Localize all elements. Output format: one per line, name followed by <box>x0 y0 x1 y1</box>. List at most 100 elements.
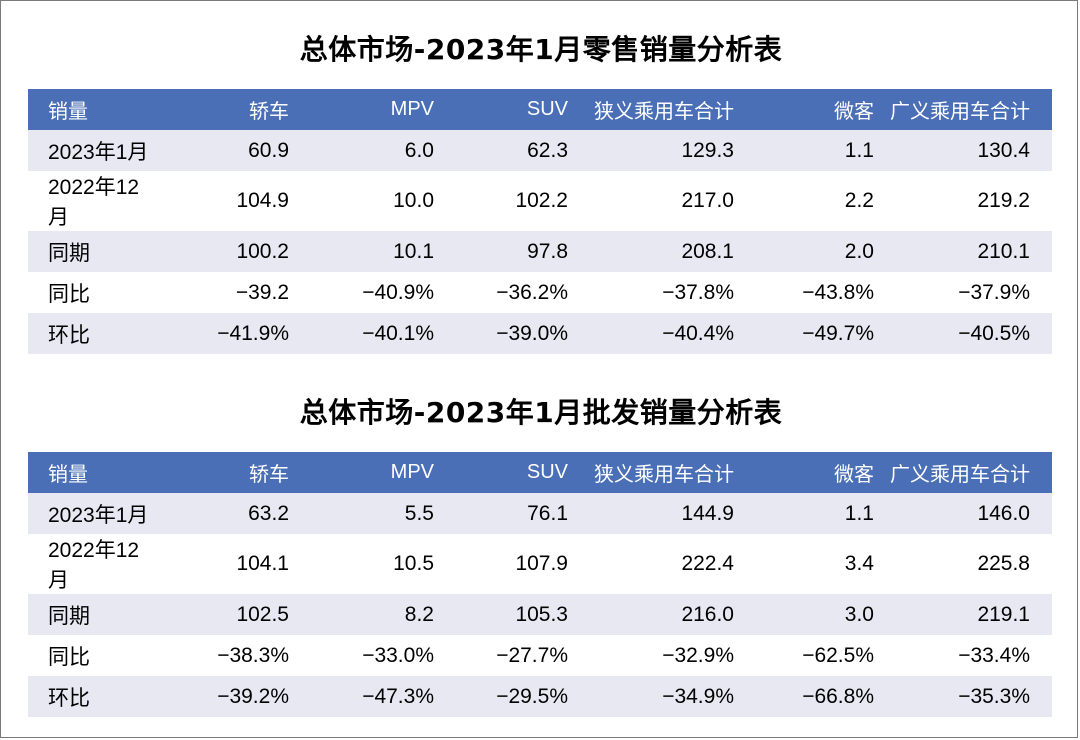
table-cell: 210.1 <box>876 231 1052 272</box>
table-cell: −62.5% <box>736 635 876 676</box>
table-cell: 5.5 <box>293 493 438 534</box>
table-cell: 217.0 <box>568 171 736 231</box>
row-label: 2022年12月 <box>28 171 153 231</box>
table-cell: −49.7% <box>736 313 876 354</box>
table-cell: 100.2 <box>153 231 293 272</box>
row-label: 同比 <box>28 272 153 313</box>
table-cell: −38.3% <box>153 635 293 676</box>
col-header-sedan: 轿车 <box>153 452 293 493</box>
row-label: 2022年12月 <box>28 534 153 594</box>
table-cell: 63.2 <box>153 493 293 534</box>
wholesale-sales-table: 销量 轿车 MPV SUV 狭义乘用车合计 微客 广义乘用车合计 2023年1月… <box>28 452 1052 717</box>
table-row: 同期 100.2 10.1 97.8 208.1 2.0 210.1 <box>28 231 1052 272</box>
table-cell: 129.3 <box>568 130 736 171</box>
row-label: 同期 <box>28 231 153 272</box>
table-cell: 104.9 <box>153 171 293 231</box>
table-cell: 62.3 <box>438 130 568 171</box>
table-cell: −37.9% <box>876 272 1052 313</box>
table-cell: 97.8 <box>438 231 568 272</box>
col-header-sedan: 轿车 <box>153 89 293 130</box>
table-cell: 104.1 <box>153 534 293 594</box>
table-cell: −40.9% <box>293 272 438 313</box>
table-cell: 219.1 <box>876 594 1052 635</box>
table-cell: −32.9% <box>568 635 736 676</box>
table-cell: 2.0 <box>736 231 876 272</box>
table-cell: −66.8% <box>736 676 876 717</box>
table-cell: 3.0 <box>736 594 876 635</box>
table-row: 2022年12月 104.1 10.5 107.9 222.4 3.4 225.… <box>28 534 1052 594</box>
table-cell: −43.8% <box>736 272 876 313</box>
table-cell: −27.7% <box>438 635 568 676</box>
table-cell: 225.8 <box>876 534 1052 594</box>
row-label: 同期 <box>28 594 153 635</box>
table-cell: −39.2 <box>153 272 293 313</box>
table-row: 同比 −39.2 −40.9% −36.2% −37.8% −43.8% −37… <box>28 272 1052 313</box>
table-cell: 222.4 <box>568 534 736 594</box>
table-cell: 6.0 <box>293 130 438 171</box>
table-cell: 1.1 <box>736 493 876 534</box>
col-header-suv: SUV <box>438 89 568 130</box>
table-header-row: 销量 轿车 MPV SUV 狭义乘用车合计 微客 广义乘用车合计 <box>28 452 1052 493</box>
table-row: 环比 −41.9% −40.1% −39.0% −40.4% −49.7% −4… <box>28 313 1052 354</box>
table-cell: −40.4% <box>568 313 736 354</box>
table-row: 2022年12月 104.9 10.0 102.2 217.0 2.2 219.… <box>28 171 1052 231</box>
table-cell: −41.9% <box>153 313 293 354</box>
table-cell: 216.0 <box>568 594 736 635</box>
col-header-mpv: MPV <box>293 89 438 130</box>
table-cell: 102.5 <box>153 594 293 635</box>
table-cell: −29.5% <box>438 676 568 717</box>
table-cell: 8.2 <box>293 594 438 635</box>
table-cell: 10.5 <box>293 534 438 594</box>
table-cell: −35.3% <box>876 676 1052 717</box>
col-header-minivan: 微客 <box>736 89 876 130</box>
col-header-narrow-total: 狭义乘用车合计 <box>568 452 736 493</box>
table-header-row: 销量 轿车 MPV SUV 狭义乘用车合计 微客 广义乘用车合计 <box>28 89 1052 130</box>
table-cell: −39.0% <box>438 313 568 354</box>
row-label: 环比 <box>28 676 153 717</box>
table-cell: −37.8% <box>568 272 736 313</box>
table-cell: −36.2% <box>438 272 568 313</box>
table-cell: 76.1 <box>438 493 568 534</box>
table-cell: 3.4 <box>736 534 876 594</box>
table-cell: 208.1 <box>568 231 736 272</box>
row-label: 同比 <box>28 635 153 676</box>
table-cell: 105.3 <box>438 594 568 635</box>
col-header-minivan: 微客 <box>736 452 876 493</box>
table-row: 同比 −38.3% −33.0% −27.7% −32.9% −62.5% −3… <box>28 635 1052 676</box>
table-cell: 60.9 <box>153 130 293 171</box>
col-header-sales: 销量 <box>28 89 153 130</box>
table-cell: −40.5% <box>876 313 1052 354</box>
table-cell: 219.2 <box>876 171 1052 231</box>
col-header-mpv: MPV <box>293 452 438 493</box>
table-row: 2023年1月 63.2 5.5 76.1 144.9 1.1 146.0 <box>28 493 1052 534</box>
row-label: 环比 <box>28 313 153 354</box>
table-row: 环比 −39.2% −47.3% −29.5% −34.9% −66.8% −3… <box>28 676 1052 717</box>
table-cell: 10.0 <box>293 171 438 231</box>
table-cell: −34.9% <box>568 676 736 717</box>
table-cell: 10.1 <box>293 231 438 272</box>
wholesale-table-title: 总体市场-2023年1月批发销量分析表 <box>299 396 783 429</box>
row-label: 2023年1月 <box>28 130 153 171</box>
table-cell: 144.9 <box>568 493 736 534</box>
table-cell: −33.4% <box>876 635 1052 676</box>
table-cell: −40.1% <box>293 313 438 354</box>
table-cell: 146.0 <box>876 493 1052 534</box>
col-header-sales: 销量 <box>28 452 153 493</box>
table-row: 同期 102.5 8.2 105.3 216.0 3.0 219.1 <box>28 594 1052 635</box>
retail-table-title: 总体市场-2023年1月零售销量分析表 <box>299 33 783 66</box>
table-cell: −33.0% <box>293 635 438 676</box>
col-header-suv: SUV <box>438 452 568 493</box>
table-row: 2023年1月 60.9 6.0 62.3 129.3 1.1 130.4 <box>28 130 1052 171</box>
table-cell: 102.2 <box>438 171 568 231</box>
col-header-narrow-total: 狭义乘用车合计 <box>568 89 736 130</box>
table-cell: 130.4 <box>876 130 1052 171</box>
table-cell: −47.3% <box>293 676 438 717</box>
col-header-broad-total: 广义乘用车合计 <box>876 89 1052 130</box>
row-label: 2023年1月 <box>28 493 153 534</box>
table-cell: 1.1 <box>736 130 876 171</box>
retail-sales-table: 销量 轿车 MPV SUV 狭义乘用车合计 微客 广义乘用车合计 2023年1月… <box>28 89 1052 354</box>
table-cell: −39.2% <box>153 676 293 717</box>
table-cell: 2.2 <box>736 171 876 231</box>
table-cell: 107.9 <box>438 534 568 594</box>
